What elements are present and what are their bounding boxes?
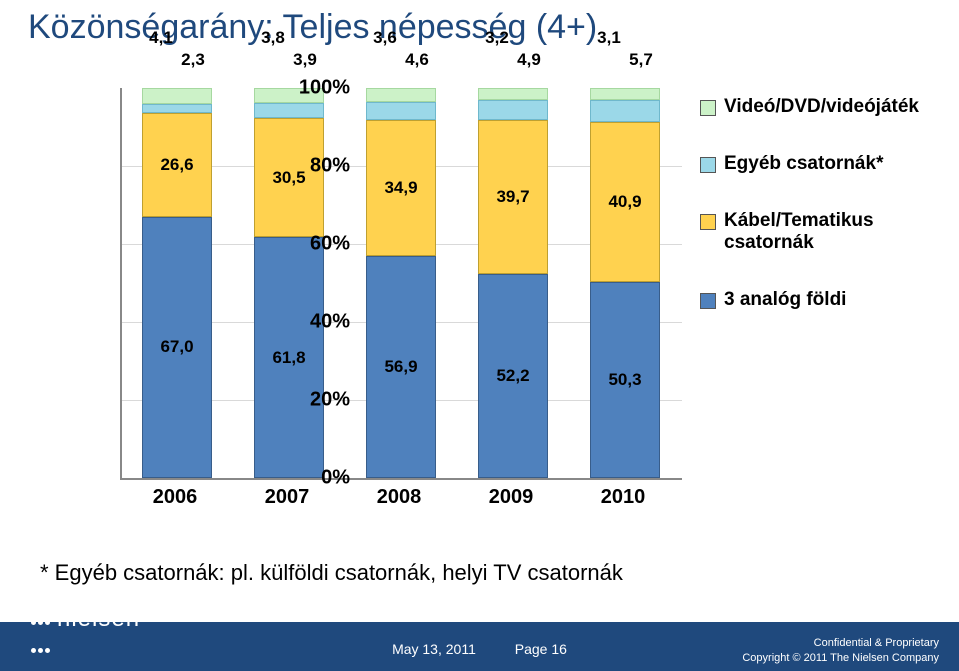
bar-value-label: 3,1 <box>574 28 644 48</box>
legend-item: Kábel/Tematikus csatornák <box>700 210 910 256</box>
bar-value-label: 50,3 <box>590 370 660 390</box>
bar-segment <box>142 88 212 104</box>
y-tick-label: 60% <box>290 233 350 256</box>
bar-group: 61,830,53,93,8 <box>254 88 324 478</box>
bar-segment <box>366 102 436 120</box>
bar-segment <box>366 88 436 102</box>
bar-group: 52,239,74,93,2 <box>478 88 548 478</box>
bar-value-label: 40,9 <box>590 192 660 212</box>
bar-value-label: 52,2 <box>478 366 548 386</box>
legend-label: Videó/DVD/videójáték <box>724 96 919 119</box>
footer-confidential: Confidential & Proprietary <box>742 636 939 650</box>
y-tick-label: 100% <box>290 77 350 100</box>
legend-swatch-icon <box>700 157 716 173</box>
bar-segment <box>254 103 324 118</box>
bar-segment <box>590 100 660 122</box>
bar-value-label: 61,8 <box>254 348 324 368</box>
bar-value-label: 39,7 <box>478 187 548 207</box>
bar-value-label: 2,3 <box>158 50 228 70</box>
bar-segment <box>478 100 548 119</box>
x-category-label: 2006 <box>140 486 210 509</box>
bar-value-label: 5,7 <box>606 50 676 70</box>
bar-segment <box>142 104 212 113</box>
x-category-label: 2008 <box>364 486 434 509</box>
x-category-label: 2009 <box>476 486 546 509</box>
footnote: * Egyéb csatornák: pl. külföldi csatorná… <box>40 560 623 586</box>
legend-swatch-icon <box>700 293 716 309</box>
bar-group: 67,026,62,34,1 <box>142 88 212 478</box>
legend-swatch-icon <box>700 100 716 116</box>
footer-bar: nielsen May 13, 2011 Page 16 Confidentia… <box>0 625 959 671</box>
x-category-label: 2007 <box>252 486 322 509</box>
footer-date: May 13, 2011 <box>392 641 476 657</box>
chart-plot: 67,026,62,34,161,830,53,93,856,934,94,63… <box>120 88 682 480</box>
bar-value-label: 3,9 <box>270 50 340 70</box>
footer-copyright: Copyright © 2011 The Nielsen Company <box>742 651 939 665</box>
x-category-label: 2010 <box>588 486 658 509</box>
bar-value-label: 4,1 <box>126 28 196 48</box>
chart-legend: Videó/DVD/videójáték Egyéb csatornák* Kábe… <box>700 96 910 346</box>
bar-value-label: 3,6 <box>350 28 420 48</box>
bar-value-label: 4,6 <box>382 50 452 70</box>
bar-value-label: 26,6 <box>142 155 212 175</box>
bar-value-label: 34,9 <box>366 178 436 198</box>
bar-value-label: 67,0 <box>142 337 212 357</box>
legend-label: Egyéb csatornák* <box>724 153 883 176</box>
bar-value-label: 4,9 <box>494 50 564 70</box>
logo-text: nielsen <box>57 605 140 632</box>
bar-group: 56,934,94,63,6 <box>366 88 436 478</box>
bar-segment <box>478 88 548 100</box>
legend-swatch-icon <box>700 214 716 230</box>
chart-area: 67,026,62,34,161,830,53,93,856,934,94,63… <box>40 78 920 518</box>
bar-group: 50,340,95,73,1 <box>590 88 660 478</box>
legend-label: Kábel/Tematikus csatornák <box>724 210 910 256</box>
legend-label: 3 analóg földi <box>724 289 846 312</box>
bar-value-label: 3,2 <box>462 28 532 48</box>
bar-segment <box>590 88 660 100</box>
y-tick-label: 80% <box>290 155 350 178</box>
legend-item: 3 analóg földi <box>700 289 910 312</box>
footer-page: Page 16 <box>515 641 567 657</box>
slide: Közönségarány: Teljes népesség (4+) 67,0… <box>0 0 959 671</box>
y-tick-label: 20% <box>290 389 350 412</box>
bar-value-label: 56,9 <box>366 357 436 377</box>
footer-right: Confidential & Proprietary Copyright © 2… <box>742 636 939 665</box>
legend-item: Egyéb csatornák* <box>700 153 910 176</box>
bar-value-label: 3,8 <box>238 28 308 48</box>
y-tick-label: 40% <box>290 311 350 334</box>
legend-item: Videó/DVD/videójáték <box>700 96 910 119</box>
